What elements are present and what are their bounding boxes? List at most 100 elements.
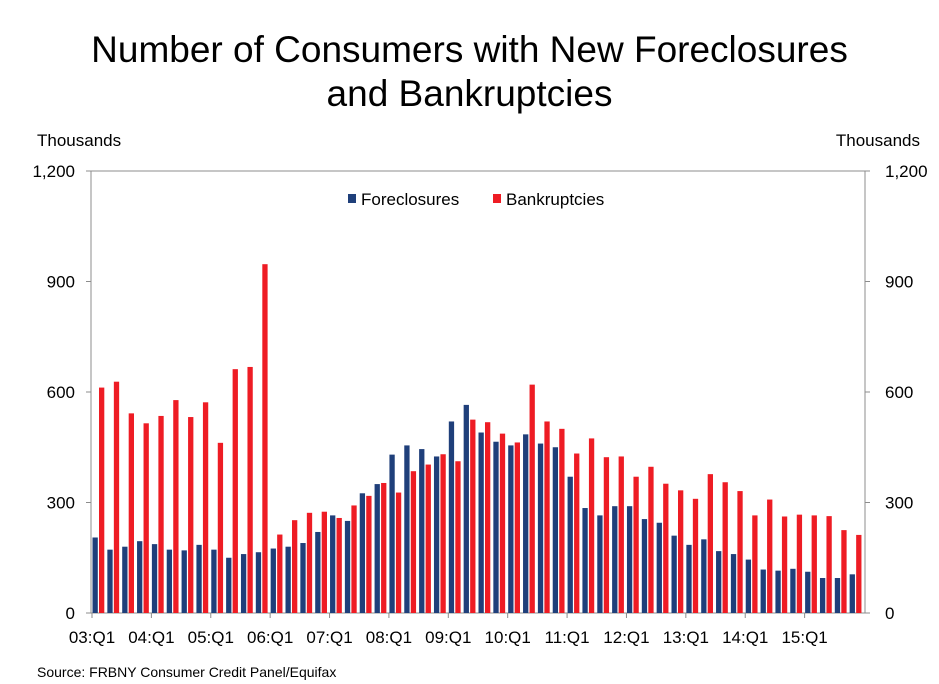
bar-bankruptcies <box>485 422 491 613</box>
bar-bankruptcies <box>648 466 654 613</box>
x-tick-label: 12:Q1 <box>603 628 649 647</box>
bar-foreclosures <box>834 578 841 613</box>
bar-bankruptcies <box>752 515 758 613</box>
bar-bankruptcies <box>202 402 209 613</box>
right-axis-unit-label: Thousands <box>835 131 920 150</box>
bar-bankruptcies <box>247 366 253 613</box>
legend-swatch-foreclosures <box>348 194 356 203</box>
bar-foreclosures <box>552 447 559 613</box>
bar-foreclosures <box>181 550 187 613</box>
y-tick-label-left: 1,200 <box>32 162 75 181</box>
y-tick-label-right: 600 <box>885 383 913 402</box>
bar-bankruptcies <box>113 381 120 613</box>
bar-bankruptcies <box>188 417 194 613</box>
bar-foreclosures <box>211 549 217 613</box>
bar-foreclosures <box>478 432 484 613</box>
bar-bankruptcies <box>366 495 372 613</box>
bar-foreclosures <box>493 441 499 613</box>
bar-bankruptcies <box>633 476 639 613</box>
bar-foreclosures <box>151 544 158 613</box>
x-tick-label: 14:Q1 <box>722 628 768 647</box>
source-note: Source: FRBNY Consumer Credit Panel/Equi… <box>37 664 337 680</box>
bar-bankruptcies <box>173 400 179 613</box>
bar-foreclosures <box>374 484 380 613</box>
bar-foreclosures <box>730 554 737 613</box>
bar-foreclosures <box>107 549 113 613</box>
bar-foreclosures <box>641 519 648 613</box>
bar-bankruptcies <box>277 534 283 613</box>
y-tick-label-left: 0 <box>66 604 75 623</box>
bar-foreclosures <box>582 508 588 613</box>
bar-bankruptcies <box>722 482 728 613</box>
legend-swatch-bankruptcies <box>493 194 501 203</box>
chart-title: Number of Consumers with New Foreclosure… <box>0 28 939 116</box>
bar-bankruptcies <box>529 384 535 613</box>
bar-bankruptcies <box>470 419 476 613</box>
bar-foreclosures <box>656 522 662 613</box>
x-tick-label: 04:Q1 <box>128 628 174 647</box>
bar-foreclosures <box>716 551 722 613</box>
bar-bankruptcies <box>395 492 402 613</box>
bar-foreclosures <box>433 456 440 613</box>
bar-foreclosures <box>404 445 410 613</box>
bar-bankruptcies <box>678 490 684 613</box>
bar-bankruptcies <box>351 505 357 613</box>
bar-bankruptcies <box>767 499 773 613</box>
bar-bankruptcies <box>618 456 624 613</box>
bar-foreclosures <box>790 568 796 613</box>
bar-foreclosures <box>775 570 781 613</box>
y-tick-label-left: 900 <box>47 273 75 292</box>
bar-foreclosures <box>166 549 173 613</box>
bar-bankruptcies <box>588 438 595 613</box>
bar-foreclosures <box>760 569 766 613</box>
bar-foreclosures <box>196 544 202 613</box>
y-tick-label-left: 300 <box>47 494 75 513</box>
left-axis-unit-label: Thousands <box>37 131 122 150</box>
bar-bankruptcies <box>425 464 431 613</box>
bar-foreclosures <box>330 515 336 613</box>
x-tick-label: 07:Q1 <box>306 628 352 647</box>
bar-bankruptcies <box>381 482 387 613</box>
bar-foreclosures <box>626 506 633 613</box>
bar-bankruptcies <box>692 498 699 613</box>
x-tick-label: 05:Q1 <box>188 628 234 647</box>
bar-foreclosures <box>122 546 128 613</box>
legend-label-bankruptcies: Bankruptcies <box>506 190 604 209</box>
bar-foreclosures <box>240 554 247 613</box>
bar-foreclosures <box>537 443 544 613</box>
x-tick-label: 15:Q1 <box>781 628 827 647</box>
x-tick-label: 10:Q1 <box>485 628 531 647</box>
bar-bankruptcies <box>306 512 313 613</box>
y-tick-label-right: 300 <box>885 494 913 513</box>
bar-bankruptcies <box>856 534 862 613</box>
bar-bankruptcies <box>663 483 669 613</box>
bar-bankruptcies <box>781 516 788 613</box>
x-tick-label: 03:Q1 <box>69 628 115 647</box>
bar-foreclosures <box>745 559 752 613</box>
bar-bankruptcies <box>217 442 224 613</box>
bar-foreclosures <box>359 493 366 613</box>
bar-bankruptcies <box>514 442 520 613</box>
bar-bankruptcies <box>826 516 832 613</box>
bar-bankruptcies <box>455 461 461 613</box>
bar-bankruptcies <box>499 433 506 613</box>
bar-bankruptcies <box>292 520 298 613</box>
y-tick-label-right: 900 <box>885 273 913 292</box>
bar-foreclosures <box>597 515 603 613</box>
bar-foreclosures <box>448 421 455 613</box>
chart-title-line-2: and Bankruptcies <box>326 73 613 114</box>
bar-bankruptcies <box>262 264 268 613</box>
bar-foreclosures <box>819 578 826 613</box>
bar-bankruptcies <box>737 491 743 613</box>
bar-bankruptcies <box>321 511 327 613</box>
bar-foreclosures <box>300 543 306 613</box>
bar-bankruptcies <box>336 517 342 613</box>
x-tick-label: 06:Q1 <box>247 628 293 647</box>
bar-foreclosures <box>285 546 291 613</box>
bar-foreclosures <box>612 506 618 613</box>
bar-bankruptcies <box>796 514 803 613</box>
bar-foreclosures <box>255 552 262 613</box>
bar-foreclosures <box>270 548 276 613</box>
bar-foreclosures <box>849 574 855 613</box>
bar-foreclosures <box>344 520 351 613</box>
